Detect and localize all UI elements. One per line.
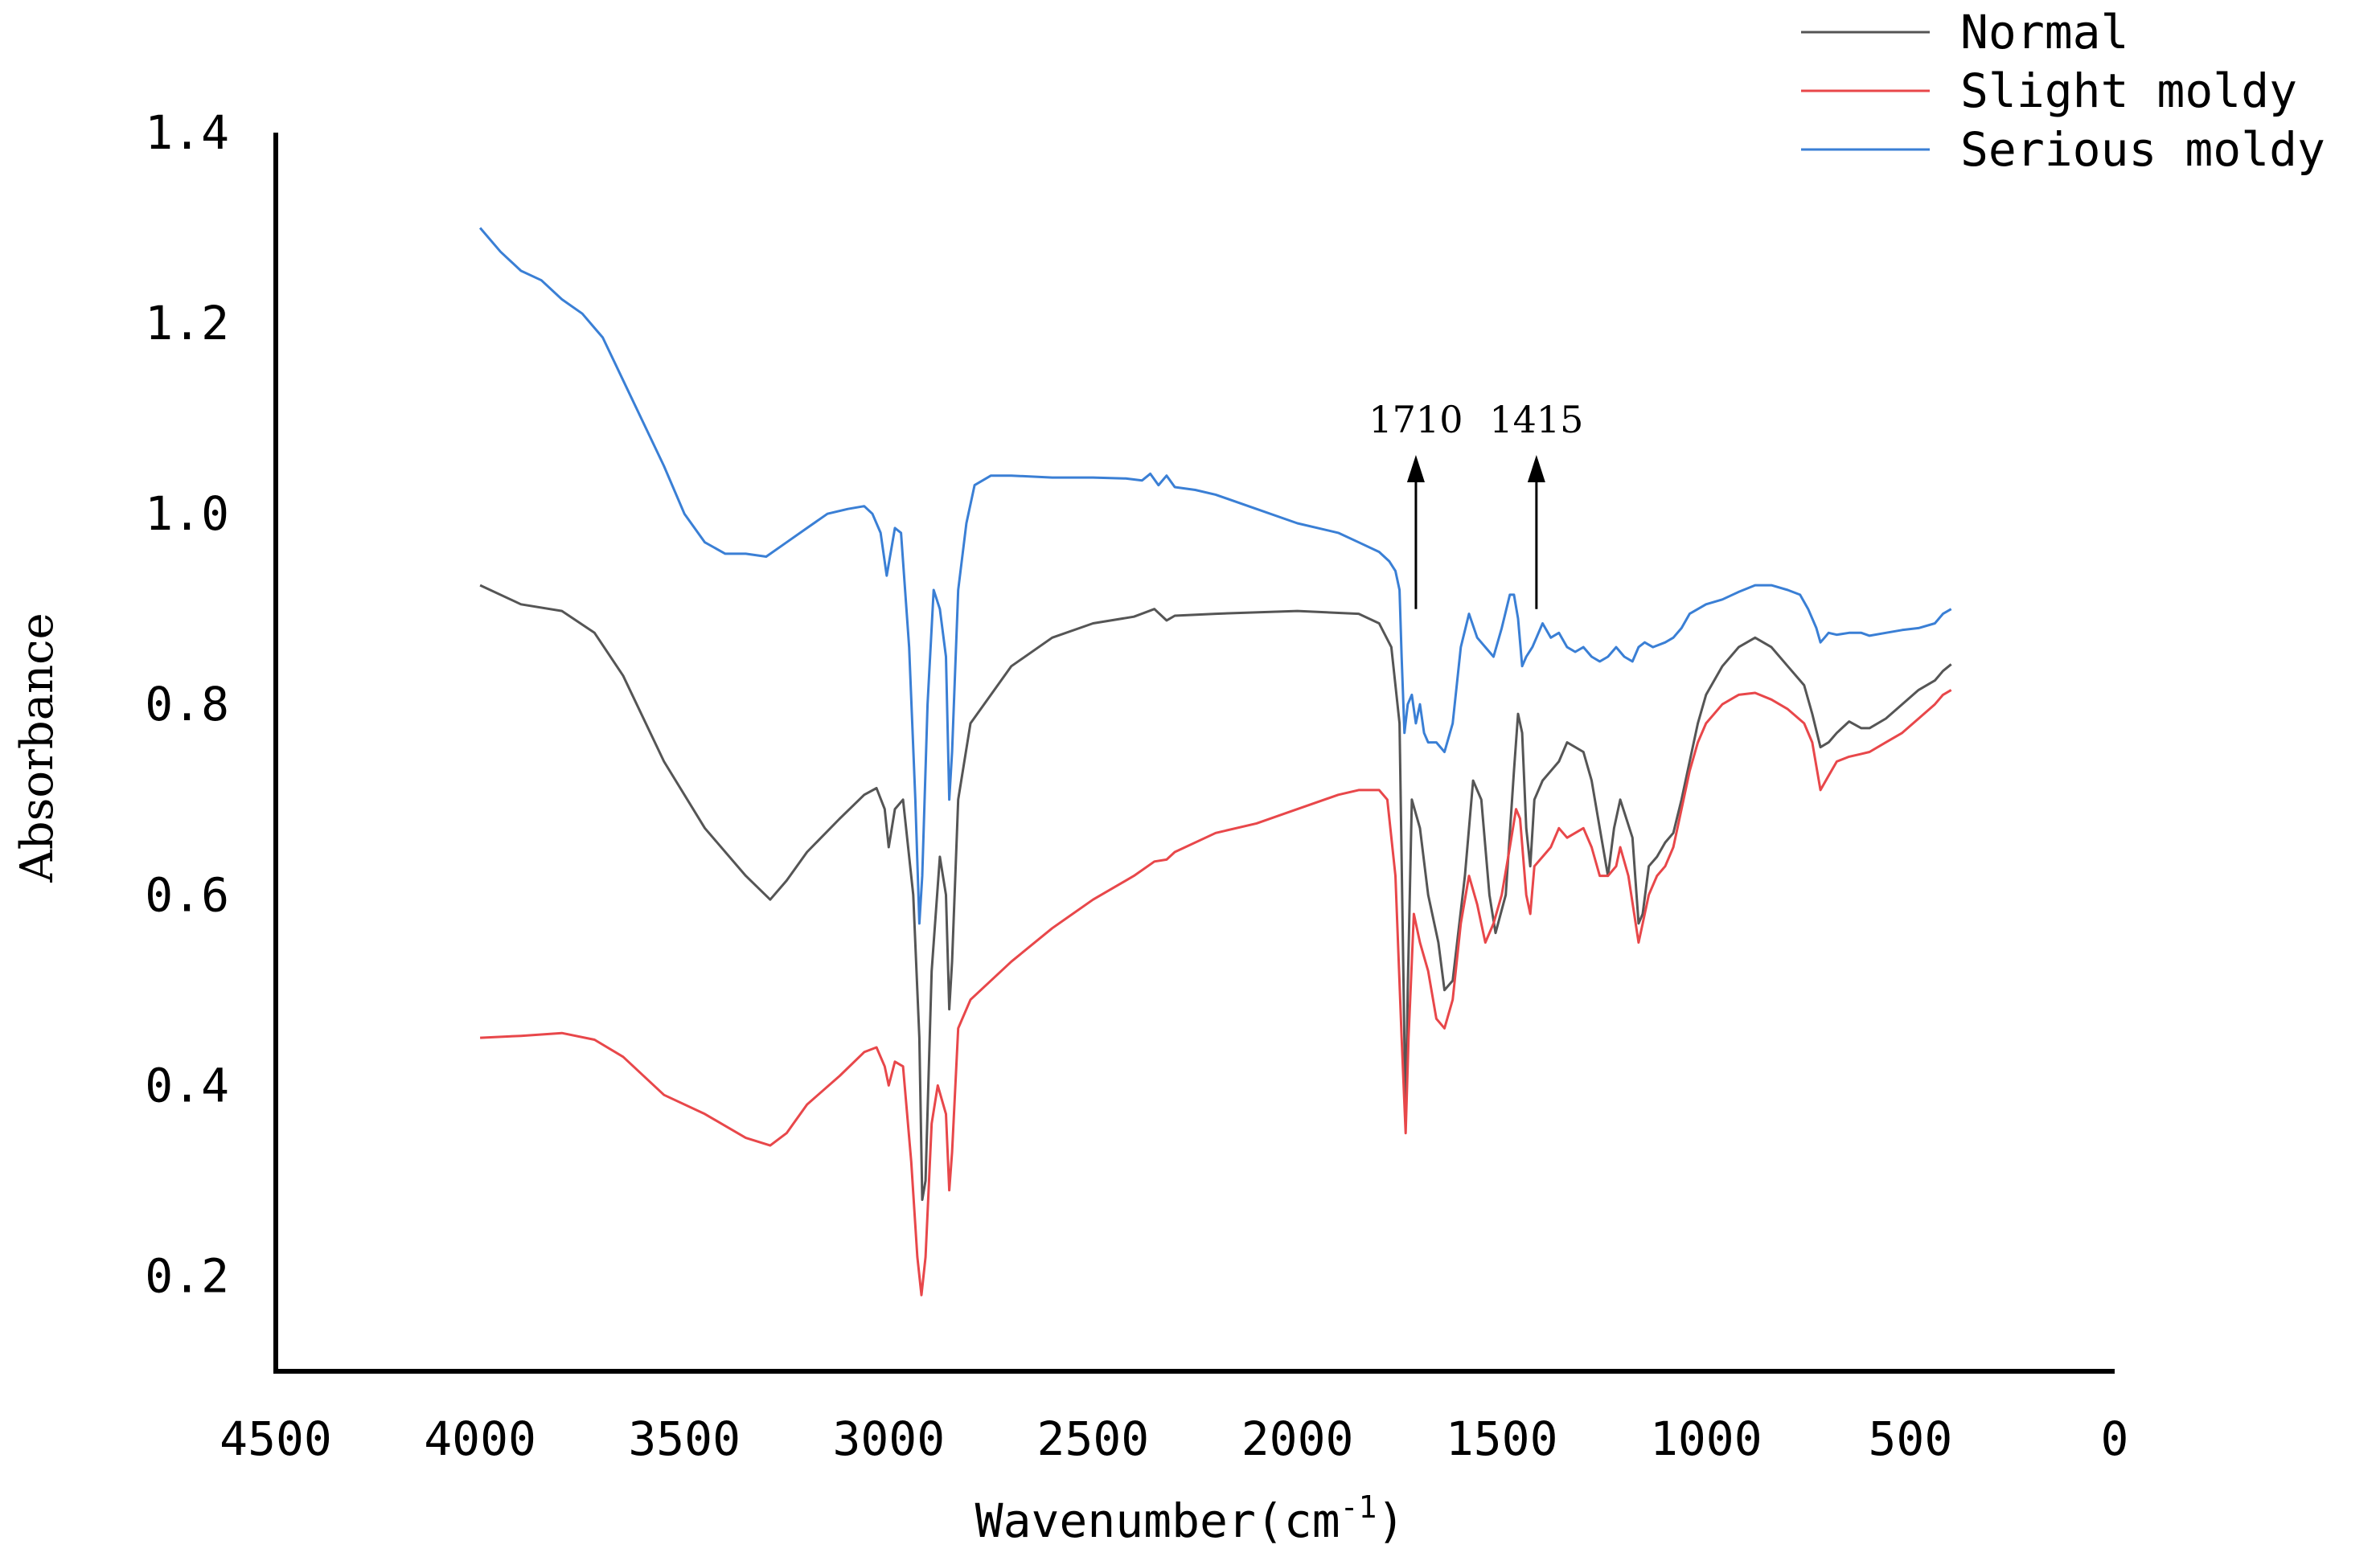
x-tick-label: 3500 <box>628 1411 741 1466</box>
x-tick-label: 1500 <box>1446 1411 1558 1466</box>
x-tick-label: 2000 <box>1241 1411 1354 1466</box>
x-axis-title-unit-sup: -1 <box>1340 1489 1377 1525</box>
y-tick-labels: 0.2 0.4 0.6 0.8 1.0 1.2 1.4 <box>145 105 229 1304</box>
y-tick-label: 1.0 <box>145 486 229 541</box>
x-axis-title: Wavenumber(cm-1) <box>975 1489 1405 1548</box>
annotation-label: 1710 <box>1368 398 1463 441</box>
series-layer <box>478 227 1952 1297</box>
x-tick-label: 500 <box>1869 1411 1953 1466</box>
series-line-slight-moldy <box>480 689 1952 1297</box>
x-tick-label: 4500 <box>220 1411 332 1466</box>
x-tick-label: 4000 <box>424 1411 536 1466</box>
x-axis-title-close: ) <box>1377 1493 1405 1548</box>
y-tick-label: 0.4 <box>145 1058 229 1112</box>
x-axis-title-main: Wavenumber(cm <box>975 1493 1340 1548</box>
series-line-normal <box>479 584 1952 1202</box>
annotation-arrow-head <box>1527 455 1545 483</box>
x-tick-label: 1000 <box>1650 1411 1762 1466</box>
x-tick-label: 0 <box>2101 1411 2129 1466</box>
y-tick-label: 0.6 <box>145 867 229 922</box>
legend-label-normal: Normal <box>1960 5 2129 59</box>
annotation-arrow-head <box>1406 455 1425 483</box>
x-tick-label: 3000 <box>832 1411 945 1466</box>
y-tick-label: 1.2 <box>145 296 229 350</box>
y-tick-label: 0.8 <box>145 677 229 731</box>
legend-label-serious-moldy: Serious moldy <box>1960 122 2325 177</box>
annotation-layer: 1710 1415 <box>1368 398 1583 609</box>
annotation-label: 1415 <box>1489 398 1583 441</box>
y-axis-title: Absorbance <box>11 612 64 883</box>
series-line-serious-moldy <box>478 227 1952 925</box>
x-tick-label: 2500 <box>1037 1411 1150 1466</box>
x-tick-labels: 4500 4000 3500 3000 2500 2000 1500 1000 500 0 <box>220 1411 2128 1466</box>
y-tick-label: 1.4 <box>145 105 229 160</box>
legend-label-slight-moldy: Slight moldy <box>1960 64 2297 118</box>
y-tick-label: 0.2 <box>145 1249 229 1304</box>
